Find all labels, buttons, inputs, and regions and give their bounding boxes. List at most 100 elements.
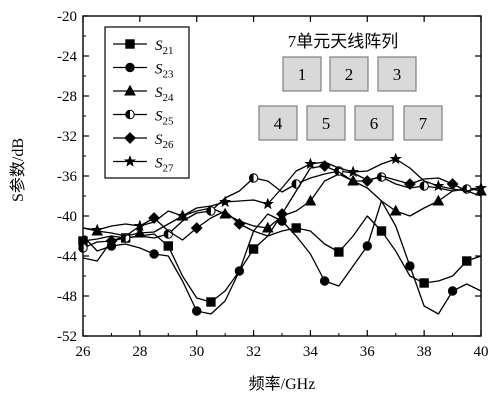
legend-marker-S26 xyxy=(124,132,136,144)
antenna-element-label-3: 3 xyxy=(393,65,402,84)
marker-S21-12 xyxy=(248,244,259,254)
marker-S21-21 xyxy=(376,226,387,236)
marker-S27-10 xyxy=(219,195,232,208)
y-tick-label--32: -32 xyxy=(57,129,77,145)
marker-S23-17 xyxy=(319,276,330,286)
axes-layer: 26 28 30 32 34 36 38 40-20-24-28-32-36-40-44-48… xyxy=(9,9,489,393)
y-tick-label--40: -40 xyxy=(57,209,77,225)
antenna-element-box-2 xyxy=(329,56,369,92)
inset-title: 7单元天线阵列 xyxy=(288,32,399,51)
x-tick-label-26: 26 xyxy=(76,344,92,360)
marker-S25-3 xyxy=(120,233,131,243)
legend: S21 S23 S24 S25 S26 S27 xyxy=(104,26,190,179)
marker-S25-9 xyxy=(206,206,216,216)
legend-label-S21: S21 xyxy=(155,38,174,57)
antenna-element-label-2: 2 xyxy=(345,65,354,84)
antenna-array-inset: 7单元天线阵列 1 2 3 4 5 6 7 xyxy=(258,32,443,141)
marker-S21-27 xyxy=(462,256,472,266)
marker-S26-20 xyxy=(361,175,374,187)
legend-box xyxy=(104,26,190,179)
marker-S21-6 xyxy=(163,241,173,251)
antenna-element-label-4: 4 xyxy=(274,114,283,133)
antenna-element-box-6 xyxy=(354,105,394,141)
marker-S25-12 xyxy=(248,173,259,183)
marker-S27-25 xyxy=(432,179,445,192)
x-axis-title: 频率/GHz xyxy=(249,375,316,393)
y-tick-label--28: -28 xyxy=(57,89,77,105)
antenna-element-box-3 xyxy=(377,56,417,92)
antenna-element-3: 3 xyxy=(377,56,417,92)
antenna-element-1: 1 xyxy=(282,56,322,92)
antenna-element-6: 6 xyxy=(354,105,394,141)
marker-S24-22 xyxy=(389,204,402,216)
antenna-element-label-1: 1 xyxy=(298,65,307,84)
antenna-element-label-6: 6 xyxy=(370,114,379,133)
marker-S21-24 xyxy=(419,278,429,288)
marker-S23-11 xyxy=(234,266,245,276)
x-tick-label-34: 34 xyxy=(303,344,319,360)
marker-S21-15 xyxy=(291,223,301,233)
marker-S23-26 xyxy=(447,286,458,296)
antenna-element-2: 2 xyxy=(329,56,369,92)
y-tick-label--36: -36 xyxy=(57,169,77,185)
antenna-element-4: 4 xyxy=(258,105,298,141)
legend-label-S24: S24 xyxy=(155,85,174,104)
legend-marker-S27 xyxy=(123,155,137,167)
x-tick-label-28: 28 xyxy=(132,344,147,360)
antenna-element-box-5 xyxy=(306,105,346,141)
antenna-element-label-7: 7 xyxy=(419,114,428,133)
legend-label-S23: S23 xyxy=(155,62,174,81)
x-tick-label-32: 32 xyxy=(246,344,261,360)
marker-S27-1 xyxy=(91,223,104,236)
antenna-element-7: 7 xyxy=(403,105,443,141)
x-tick-label-36: 36 xyxy=(360,344,376,360)
marker-S27-22 xyxy=(389,152,402,165)
marker-S23-5 xyxy=(149,249,159,259)
marker-S23-8 xyxy=(192,306,202,316)
marker-S27-16 xyxy=(304,157,317,170)
y-tick-label--52: -52 xyxy=(57,329,77,345)
legend-label-S25: S25 xyxy=(155,109,174,128)
antenna-element-box-7 xyxy=(403,105,443,141)
x-tick-label-30: 30 xyxy=(189,344,204,360)
marker-S25-24 xyxy=(419,181,429,191)
marker-S23-23 xyxy=(405,261,415,271)
y-axis-title: S参数/dB xyxy=(9,138,27,202)
marker-S24-25 xyxy=(432,194,445,206)
y-tick-label--44: -44 xyxy=(57,249,77,265)
series-S27 xyxy=(82,152,488,236)
x-tick-label-38: 38 xyxy=(417,344,432,360)
antenna-element-label-5: 5 xyxy=(322,114,331,133)
marker-S26-11 xyxy=(233,218,246,230)
legend-label-S27: S27 xyxy=(155,156,174,175)
legend-marker-S24 xyxy=(124,84,136,96)
series-S25 xyxy=(78,166,482,253)
series-S23 xyxy=(82,200,482,316)
marker-S23-20 xyxy=(362,241,372,251)
y-tick-label--20: -20 xyxy=(57,9,77,25)
marker-S26-23 xyxy=(404,178,416,190)
y-tick-label--24: -24 xyxy=(57,49,77,65)
marker-S24-13 xyxy=(261,221,274,233)
marker-S27-19 xyxy=(347,165,360,178)
series-line-S27 xyxy=(82,158,482,231)
series-layer xyxy=(78,152,488,316)
marker-S25-15 xyxy=(291,179,301,189)
legend-marker-S25 xyxy=(125,109,135,120)
marker-S21-9 xyxy=(206,297,216,307)
antenna-element-5: 5 xyxy=(306,105,346,141)
x-tick-label-40: 40 xyxy=(474,344,489,360)
marker-S27-4 xyxy=(133,219,146,232)
marker-S26-2 xyxy=(105,235,118,247)
marker-S26-14 xyxy=(276,208,288,220)
legend-marker-S21 xyxy=(125,39,135,49)
marker-S27-7 xyxy=(176,209,189,222)
legend-label-S26: S26 xyxy=(155,132,174,151)
marker-S21-18 xyxy=(334,247,344,257)
marker-S26-17 xyxy=(318,160,331,172)
antenna-element-box-4 xyxy=(258,105,298,141)
legend-marker-S23 xyxy=(125,62,135,73)
marker-S24-16 xyxy=(304,194,317,206)
marker-S27-13 xyxy=(261,197,274,210)
